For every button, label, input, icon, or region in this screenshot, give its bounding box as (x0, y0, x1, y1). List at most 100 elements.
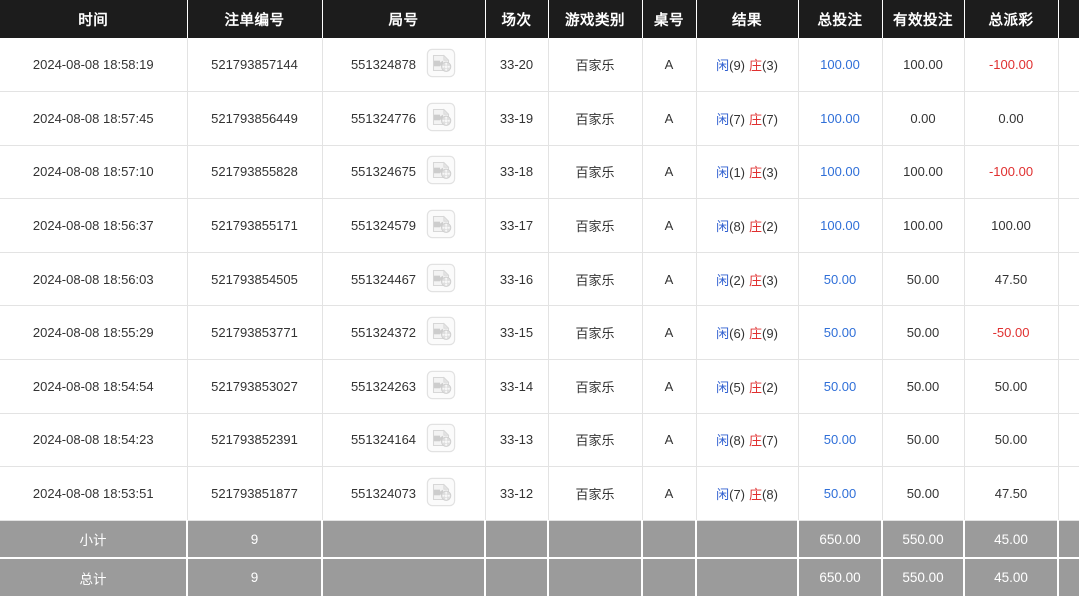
column-header-table-no[interactable]: 桌号 (642, 0, 697, 38)
cell-round-no: 551324164 (322, 413, 486, 468)
round-number-text: 551324164 (350, 432, 417, 448)
table-row: 2024-08-08 18:54:23 521793852391 551324164… (0, 413, 1079, 468)
cell-total-bet[interactable]: 100.00 (798, 38, 883, 93)
total-bet-link[interactable]: 100.00 (820, 57, 860, 73)
valid-bet-value: 50.00 (906, 486, 940, 502)
result-player-label: 闲 (716, 272, 730, 288)
total-bet-link[interactable]: 50.00 (823, 432, 857, 448)
summary-payout: 45.00 (964, 520, 1059, 560)
result-player-value: (2) (729, 272, 745, 288)
total-bet-link[interactable]: 100.00 (820, 164, 860, 180)
result-banker-label: 庄 (749, 487, 763, 503)
video-replay-icon[interactable] (426, 316, 456, 349)
result-player-label: 闲 (716, 111, 730, 127)
cell-total-bet[interactable]: 50.00 (798, 413, 883, 468)
cell-total-bet[interactable]: 100.00 (798, 198, 883, 253)
result-player-value: (1) (729, 165, 745, 181)
cell-total-bet[interactable]: 50.00 (798, 305, 883, 361)
cell-bet-no: 521793853771 (187, 305, 323, 361)
total-bet-link[interactable]: 50.00 (823, 325, 857, 341)
cell-game-type: 百家乐 (548, 252, 643, 307)
summary-row-total: 总计 9 650.00 550.00 45.00 (0, 558, 1079, 597)
cell-payout: -50.00 (964, 305, 1059, 361)
cell-total-bet[interactable]: 50.00 (798, 466, 883, 521)
cell-total-bet[interactable]: 100.00 (798, 145, 883, 200)
payout-value: 47.50 (994, 271, 1028, 287)
column-header-payout[interactable]: 总派彩 (964, 0, 1059, 38)
cell-round-no: 551324675 (322, 145, 486, 200)
column-header-total-bet[interactable]: 总投注 (798, 0, 883, 38)
cell-total-bet[interactable]: 100.00 (798, 91, 883, 146)
round-number-text: 551324878 (350, 57, 417, 73)
total-bet-link[interactable]: 100.00 (820, 218, 860, 234)
result-banker-value: (2) (762, 379, 778, 395)
column-header-round-no[interactable]: 局号 (322, 0, 486, 38)
video-replay-icon[interactable] (426, 477, 456, 510)
result-player-value: (6) (729, 326, 745, 342)
result-banker-label: 庄 (749, 433, 763, 449)
payout-value: 47.50 (994, 486, 1028, 502)
video-replay-icon[interactable] (426, 370, 456, 403)
column-header-session[interactable]: 场次 (485, 0, 549, 38)
cell-time: 2024-08-08 18:57:45 (0, 91, 188, 146)
video-replay-icon[interactable] (426, 423, 456, 456)
result-banker-label: 庄 (749, 219, 763, 235)
cell-result: 闲(7) 庄(8) (696, 466, 799, 521)
cell-result: 闲(7) 庄(7) (696, 91, 799, 146)
valid-bet-value: 100.00 (903, 164, 943, 180)
cell-payout: 0.00 (964, 91, 1059, 146)
round-number-text: 551324073 (350, 486, 417, 502)
cell-payout: -100.00 (964, 145, 1059, 200)
cell-trailing (1058, 466, 1079, 521)
result-player-label: 闲 (716, 433, 730, 449)
cell-table-no: A (642, 359, 697, 414)
header-row: 时间 注单编号 局号 场次 游戏类别 桌号 结果 总投注 有效投注 总派彩 (0, 0, 1079, 38)
column-header-valid-bet[interactable]: 有效投注 (882, 0, 965, 38)
table-row: 2024-08-08 18:54:54 521793853027 551324263… (0, 359, 1079, 414)
cell-valid-bet: 50.00 (882, 466, 965, 521)
result-player-label: 闲 (716, 326, 730, 342)
video-replay-icon[interactable] (426, 102, 456, 135)
video-replay-icon[interactable] (426, 155, 456, 188)
column-header-game-type[interactable]: 游戏类别 (548, 0, 643, 38)
cell-result: 闲(9) 庄(3) (696, 38, 799, 93)
cell-round-no: 551324878 (322, 38, 486, 93)
summary-game-type (548, 520, 643, 560)
total-bet-link[interactable]: 50.00 (823, 486, 857, 502)
payout-value: 50.00 (994, 432, 1028, 448)
total-bet-link[interactable]: 50.00 (823, 271, 857, 287)
valid-bet-value: 0.00 (910, 110, 936, 126)
payout-value: 100.00 (991, 218, 1031, 234)
round-number-text: 551324579 (350, 218, 417, 234)
cell-payout: -100.00 (964, 38, 1059, 93)
valid-bet-value: 100.00 (903, 57, 943, 73)
result-banker-label: 庄 (749, 111, 763, 127)
summary-table-no (642, 558, 697, 597)
video-replay-icon[interactable] (426, 48, 456, 81)
video-replay-icon[interactable] (426, 209, 456, 242)
column-header-time[interactable]: 时间 (0, 0, 188, 38)
cell-trailing (1058, 359, 1079, 414)
round-number-text: 551324467 (350, 271, 417, 287)
video-replay-icon[interactable] (426, 263, 456, 296)
cell-round-no: 551324579 (322, 198, 486, 253)
cell-session: 33-18 (485, 145, 549, 200)
column-header-bet-no[interactable]: 注单编号 (187, 0, 323, 38)
cell-trailing (1058, 305, 1079, 361)
cell-session: 33-20 (485, 38, 549, 93)
table-row: 2024-08-08 18:56:37 521793855171 551324579… (0, 198, 1079, 253)
total-bet-link[interactable]: 100.00 (820, 110, 860, 126)
cell-round-no: 551324467 (322, 252, 486, 307)
cell-trailing (1058, 91, 1079, 146)
cell-total-bet[interactable]: 50.00 (798, 359, 883, 414)
total-bet-link[interactable]: 50.00 (823, 378, 857, 394)
cell-valid-bet: 0.00 (882, 91, 965, 146)
column-header-result[interactable]: 结果 (696, 0, 799, 38)
cell-valid-bet: 100.00 (882, 145, 965, 200)
cell-total-bet[interactable]: 50.00 (798, 252, 883, 307)
cell-result: 闲(8) 庄(2) (696, 198, 799, 253)
cell-game-type: 百家乐 (548, 413, 643, 468)
table-header: 时间 注单编号 局号 场次 游戏类别 桌号 结果 总投注 有效投注 总派彩 (0, 0, 1079, 38)
